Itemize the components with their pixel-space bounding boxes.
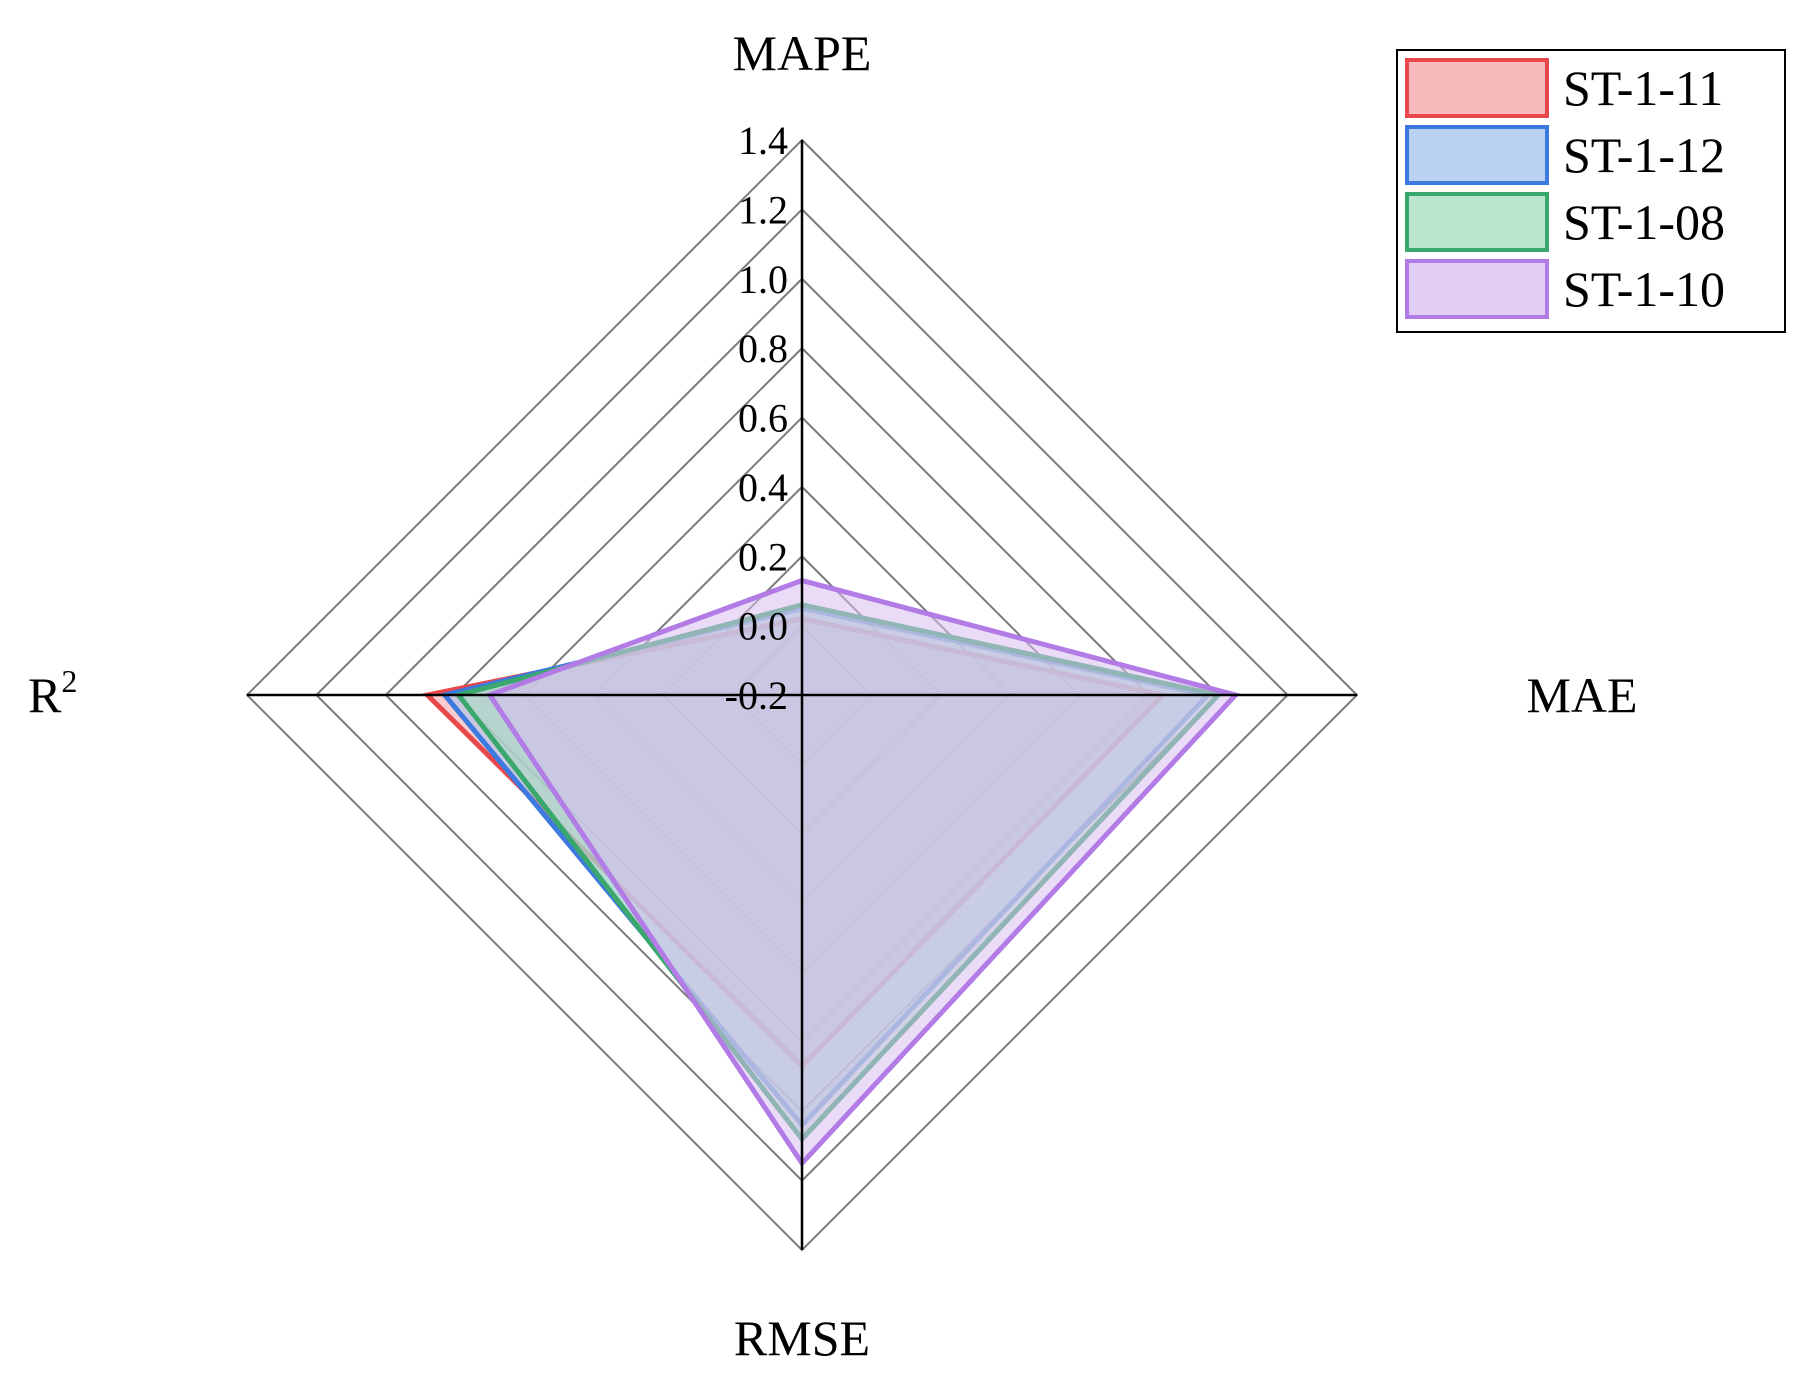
axis-title-r2-base: R [28, 667, 62, 723]
tick-label-4: 0.6 [738, 396, 788, 441]
legend-swatch-st-1-11 [1405, 58, 1549, 118]
legend-swatch-st-1-12 [1405, 125, 1549, 185]
tick-label-1: 0.0 [738, 604, 788, 649]
axis-title-r2: R2 [28, 663, 77, 723]
axis-title-mae: MAE [1526, 667, 1637, 723]
tick-label-7: 1.2 [738, 187, 788, 232]
legend-label-st-1-11: ST-1-11 [1563, 60, 1723, 116]
legend-label-st-1-12: ST-1-12 [1563, 127, 1725, 183]
tick-label-0: -0.2 [725, 673, 788, 718]
axis-title-rmse: RMSE [734, 1310, 870, 1366]
legend-label-st-1-08: ST-1-08 [1563, 194, 1725, 250]
axis-title-mape: MAPE [733, 25, 872, 81]
legend-swatch-st-1-08 [1405, 192, 1549, 252]
tick-label-6: 1.0 [738, 257, 788, 302]
legend: ST-1-11 ST-1-12 ST-1-08 ST-1-10 [1396, 49, 1786, 333]
radar-axes [247, 140, 1357, 1250]
legend-label-st-1-10: ST-1-10 [1563, 261, 1725, 317]
legend-swatch-st-1-10 [1405, 259, 1549, 319]
series-layer [422, 577, 1241, 1168]
tick-label-5: 0.8 [738, 326, 788, 371]
tick-label-8: 1.4 [738, 118, 788, 163]
tick-label-3: 0.4 [738, 465, 788, 510]
tick-labels: -0.2 0.0 0.2 0.4 0.6 0.8 1.0 1.2 1.4 [725, 118, 788, 718]
axis-title-r2-sup: 2 [61, 663, 77, 699]
tick-label-2: 0.2 [738, 534, 788, 579]
